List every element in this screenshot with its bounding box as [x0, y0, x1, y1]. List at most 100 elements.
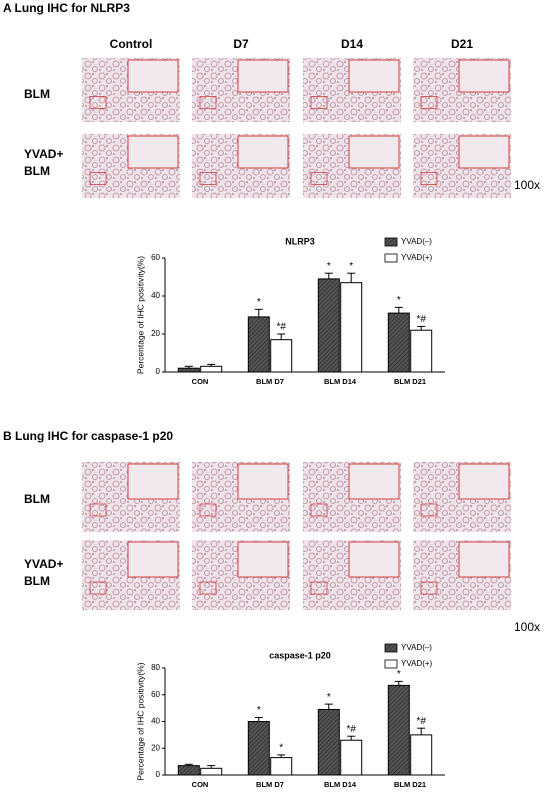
- row-label: BLM: [24, 87, 50, 101]
- micrograph-inset: [458, 135, 510, 169]
- micrograph-roi: [310, 171, 328, 185]
- micrograph-roi: [89, 171, 107, 185]
- magnification: 100x: [514, 620, 540, 634]
- significance-mark: *#: [416, 314, 426, 325]
- significance-mark: *: [327, 692, 331, 703]
- micrograph-roi: [310, 96, 328, 109]
- significance-mark: *#: [416, 716, 426, 727]
- micrograph-roi: [89, 581, 107, 595]
- bar: [340, 739, 363, 776]
- chart-title: NLRP3: [285, 236, 315, 246]
- significance-mark: *: [397, 295, 401, 306]
- bar: [387, 312, 410, 373]
- micrograph-inset: [237, 463, 289, 500]
- x-tick-label: CON: [192, 780, 209, 789]
- micrograph-inset: [237, 135, 289, 169]
- y-tick-label: 0: [156, 367, 161, 376]
- row-label: BLM: [24, 164, 50, 178]
- bar: [247, 316, 270, 373]
- y-tick-label: 40: [151, 291, 160, 300]
- micrograph-inset: [348, 463, 400, 500]
- bar: [200, 767, 223, 776]
- column-label: D7: [233, 37, 249, 51]
- panel-title: A Lung IHC for NLRP3: [3, 1, 130, 15]
- micrograph-roi: [199, 171, 217, 185]
- legend-label: YVAD(–): [401, 237, 432, 246]
- y-tick-label: 80: [151, 663, 160, 672]
- legend-swatch: [384, 643, 398, 653]
- y-tick-label: 60: [151, 253, 160, 262]
- significance-mark: *#: [346, 724, 356, 735]
- bar: [177, 367, 200, 373]
- y-axis-label: Percentage of IHC positivity(%): [135, 662, 145, 780]
- column-label: D21: [451, 37, 473, 51]
- significance-mark: *: [327, 261, 331, 272]
- significance-mark: *#: [276, 322, 286, 333]
- chart-title: caspase-1 p20: [269, 650, 331, 660]
- x-tick-label: BLM D21: [394, 780, 426, 789]
- y-tick-label: 60: [151, 690, 160, 699]
- x-tick-label: BLM D7: [256, 377, 284, 386]
- x-tick-label: BLM D14: [324, 780, 357, 789]
- micrograph-roi: [199, 96, 217, 109]
- bar: [410, 329, 433, 373]
- micrograph-inset: [348, 541, 400, 578]
- y-tick-label: 20: [151, 743, 160, 752]
- significance-mark: *: [257, 705, 261, 716]
- micrograph-inset: [348, 135, 400, 169]
- x-tick-label: BLM D21: [394, 377, 426, 386]
- micrograph-inset: [127, 541, 179, 578]
- row-label: YVAD+: [24, 147, 63, 161]
- magnification: 100x: [514, 178, 540, 192]
- micrograph-roi: [310, 581, 328, 595]
- y-tick-label: 0: [156, 770, 161, 779]
- bar: [270, 339, 293, 373]
- micrograph-roi: [420, 581, 438, 595]
- significance-mark: *: [279, 743, 283, 754]
- legend-swatch: [384, 659, 398, 669]
- micrograph-roi: [310, 503, 328, 517]
- row-label: YVAD+: [24, 557, 63, 571]
- micrograph-inset: [458, 541, 510, 578]
- bar: [270, 757, 293, 776]
- legend-swatch: [384, 237, 398, 247]
- micrograph-roi: [89, 96, 107, 109]
- micrograph-inset: [458, 59, 510, 93]
- micrograph-roi: [89, 503, 107, 517]
- x-tick-label: CON: [192, 377, 209, 386]
- legend-label: YVAD(–): [401, 643, 432, 652]
- micrograph-inset: [127, 463, 179, 500]
- legend-label: YVAD(+): [401, 253, 433, 262]
- bar: [410, 734, 433, 776]
- y-axis-label: Percentage of IHC positivity(%): [135, 256, 145, 374]
- x-tick-label: BLM D14: [324, 377, 357, 386]
- significance-mark: *: [257, 297, 261, 308]
- micrograph-roi: [199, 503, 217, 517]
- bar: [340, 282, 363, 373]
- column-label: D14: [341, 37, 363, 51]
- y-tick-label: 40: [151, 717, 160, 726]
- micrograph-inset: [237, 541, 289, 578]
- micrograph-roi: [420, 503, 438, 517]
- column-label: Control: [110, 37, 153, 51]
- bar: [177, 765, 200, 776]
- micrograph-roi: [420, 171, 438, 185]
- bar: [317, 278, 340, 373]
- row-label: BLM: [24, 492, 50, 506]
- bar: [200, 365, 223, 373]
- significance-mark: *: [349, 261, 353, 272]
- micrograph-inset: [237, 59, 289, 93]
- legend-swatch: [384, 253, 398, 263]
- x-tick-label: BLM D7: [256, 780, 284, 789]
- row-label: BLM: [24, 574, 50, 588]
- micrograph-inset: [348, 59, 400, 93]
- micrograph-roi: [199, 581, 217, 595]
- panel-title: B Lung IHC for caspase-1 p20: [3, 429, 173, 443]
- bar: [247, 721, 270, 776]
- legend-label: YVAD(+): [401, 659, 433, 668]
- y-tick-label: 20: [151, 329, 160, 338]
- bar: [387, 684, 410, 776]
- micrograph-roi: [420, 96, 438, 109]
- micrograph-inset: [458, 463, 510, 500]
